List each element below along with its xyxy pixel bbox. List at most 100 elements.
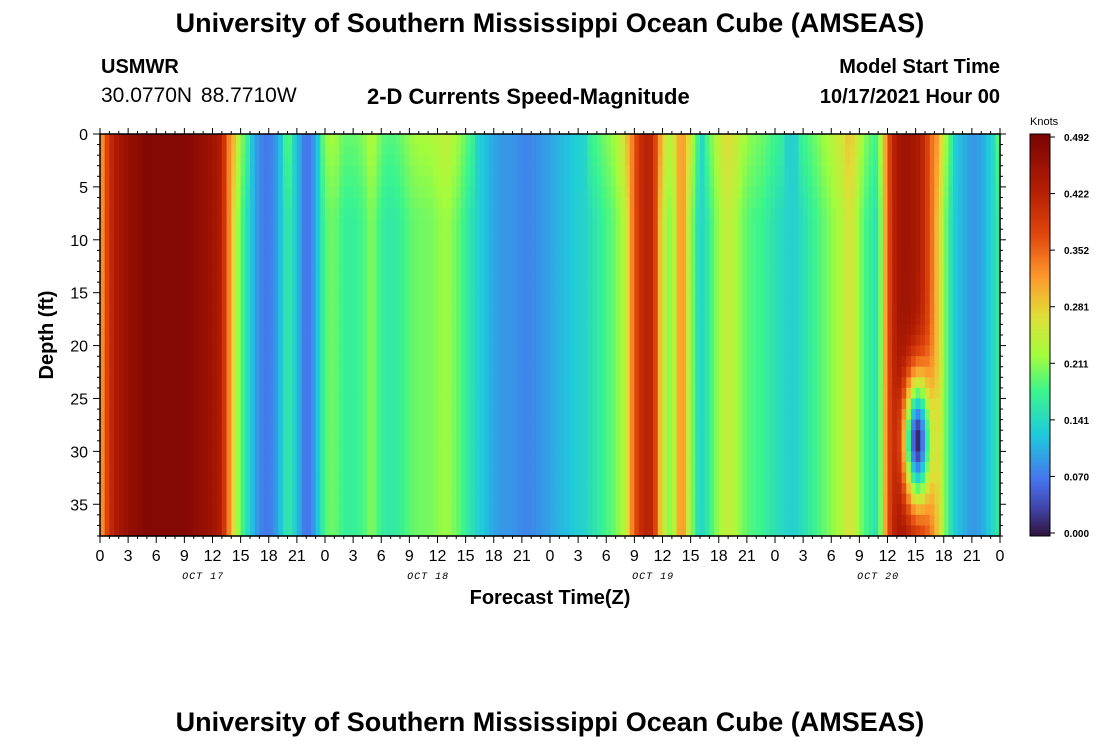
heatmap-cell — [634, 345, 640, 357]
heatmap-cell — [175, 218, 181, 230]
heatmap-cell — [470, 493, 476, 505]
heatmap-cell — [573, 292, 579, 304]
heatmap-cell — [235, 134, 242, 146]
heatmap-cell — [564, 260, 570, 273]
heatmap-cell — [700, 324, 706, 336]
heatmap-cell — [428, 440, 434, 452]
heatmap-cell — [203, 239, 209, 251]
heatmap-cell — [390, 409, 396, 421]
heatmap-cell — [657, 239, 664, 251]
heatmap-cell — [123, 324, 129, 336]
heatmap-cell — [671, 504, 678, 516]
heatmap-cell — [128, 313, 134, 326]
heatmap-cell — [418, 483, 425, 495]
heatmap-cell — [582, 366, 589, 378]
heatmap-cell — [414, 197, 420, 209]
heatmap-cell — [320, 155, 326, 167]
heatmap-cell — [639, 324, 645, 336]
heatmap-cell — [685, 197, 692, 209]
heatmap-cell — [334, 419, 340, 431]
heatmap-cell — [160, 303, 167, 315]
heatmap-cell — [531, 440, 537, 452]
heatmap-cell — [353, 409, 359, 421]
heatmap-cell — [175, 525, 181, 537]
heatmap-cell — [362, 409, 368, 421]
heatmap-cell — [657, 218, 664, 230]
heatmap-cell — [395, 208, 401, 220]
heatmap-cell — [451, 345, 457, 357]
heatmap-cell — [395, 292, 401, 304]
heatmap-cell — [282, 260, 289, 273]
heatmap-cell — [348, 356, 354, 368]
heatmap-cell — [690, 409, 696, 421]
heatmap-cell — [489, 377, 495, 389]
heatmap-cell — [100, 197, 106, 209]
heatmap-cell — [676, 229, 682, 241]
heatmap-cell — [395, 155, 401, 167]
heatmap-cell — [676, 387, 682, 400]
heatmap-cell — [325, 377, 331, 389]
heatmap-cell — [151, 292, 157, 304]
heatmap-cell — [184, 155, 190, 167]
heatmap-cell — [559, 197, 565, 209]
heatmap-cell — [165, 472, 171, 484]
heatmap-cell — [634, 229, 640, 241]
heatmap-cell — [503, 324, 509, 336]
heatmap-cell — [278, 250, 284, 262]
heatmap-cell — [418, 218, 425, 230]
heatmap-cell — [601, 303, 607, 315]
heatmap-cell — [648, 229, 654, 241]
heatmap-cell — [250, 461, 256, 474]
heatmap-cell — [554, 419, 560, 431]
heatmap-cell — [423, 218, 429, 230]
heatmap-cell — [418, 419, 425, 431]
heatmap-cell — [601, 313, 607, 326]
heatmap-cell — [118, 313, 125, 326]
heatmap-cell — [221, 493, 228, 505]
heatmap-cell — [634, 324, 640, 336]
heatmap-cell — [395, 461, 401, 474]
heatmap-cell — [207, 303, 214, 315]
heatmap-cell — [390, 451, 396, 463]
heatmap-cell — [400, 324, 406, 336]
heatmap-cell — [671, 430, 678, 442]
heatmap-cell — [526, 260, 532, 273]
heatmap-cell — [278, 218, 284, 230]
heatmap-cell — [109, 525, 115, 537]
heatmap-cell — [315, 345, 321, 357]
heatmap-cell — [465, 282, 471, 294]
heatmap-cell — [259, 366, 265, 378]
heatmap-cell — [189, 419, 195, 431]
heatmap-cell — [104, 335, 110, 347]
heatmap-cell — [189, 525, 195, 537]
heatmap-cell — [334, 208, 340, 220]
heatmap-cell — [545, 218, 551, 230]
heatmap-cell — [639, 398, 645, 410]
heatmap-cell — [540, 250, 546, 262]
heatmap-cell — [653, 176, 659, 188]
heatmap-cell — [273, 472, 279, 484]
heatmap-cell — [615, 134, 621, 146]
heatmap-cell — [325, 239, 331, 251]
heatmap-cell — [348, 419, 354, 431]
heatmap-cell — [582, 313, 589, 326]
heatmap-cell — [465, 514, 471, 527]
heatmap-cell — [709, 292, 715, 304]
heatmap-cell — [657, 398, 664, 410]
heatmap-cell — [479, 398, 485, 410]
heatmap-cell — [629, 313, 635, 326]
heatmap-cell — [104, 472, 110, 484]
heatmap-cell — [165, 144, 171, 156]
heatmap-cell — [526, 398, 532, 410]
heatmap-cell — [306, 260, 312, 273]
heatmap-cell — [582, 303, 589, 315]
heatmap-cell — [582, 493, 589, 505]
heatmap-cell — [325, 155, 331, 167]
heatmap-cell — [367, 377, 373, 389]
heatmap-cell — [521, 409, 528, 421]
heatmap-cell — [484, 356, 490, 368]
heatmap-cell — [367, 430, 373, 442]
heatmap-cell — [695, 430, 701, 442]
heatmap-cell — [142, 144, 148, 156]
heatmap-cell — [456, 271, 462, 283]
